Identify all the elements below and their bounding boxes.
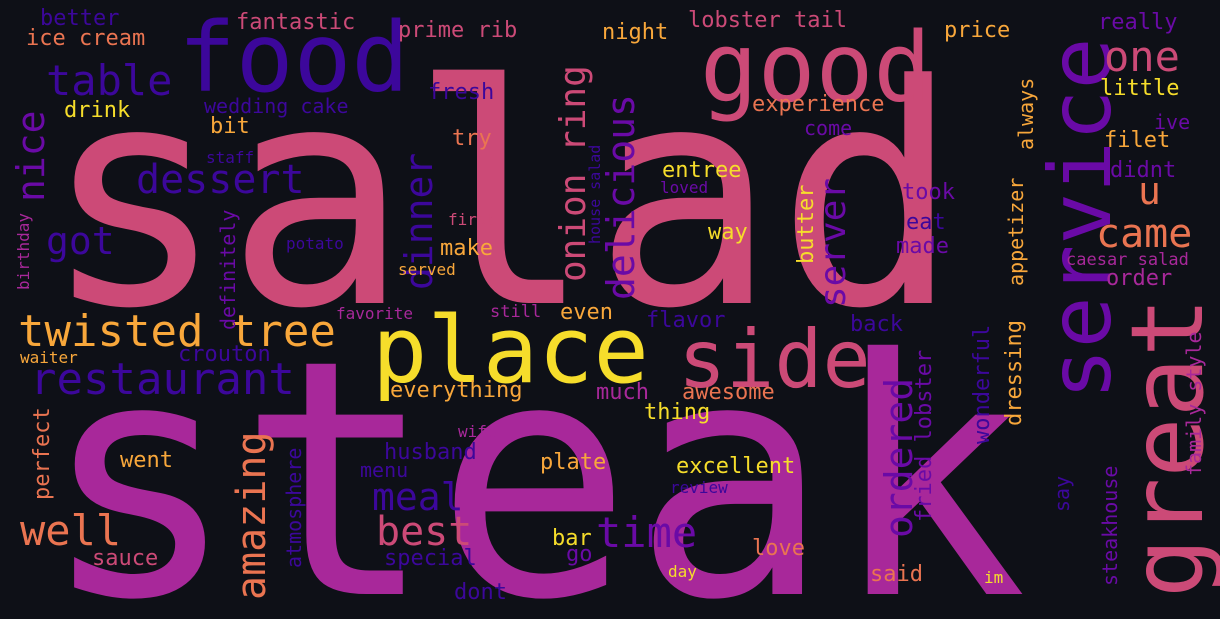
- word-nice: nice: [9, 110, 53, 202]
- word-much: much: [596, 380, 649, 405]
- word-bit: bit: [210, 114, 250, 139]
- word-everything: everything: [390, 378, 523, 403]
- word-wonderful: wonderful: [970, 324, 995, 444]
- word-went: went: [120, 448, 173, 473]
- word-experience: experience: [752, 92, 885, 117]
- word-still: still: [490, 302, 542, 322]
- word-night: night: [602, 20, 669, 45]
- word-way: way: [708, 220, 748, 245]
- word-steakhouse: steakhouse: [1098, 465, 1122, 586]
- word-price: price: [944, 18, 1011, 43]
- word-come: come: [804, 116, 853, 140]
- word-u: u: [1138, 169, 1161, 213]
- word-loved: loved: [660, 178, 709, 197]
- word-staff: staff: [206, 148, 255, 167]
- word-prime-rib: prime rib: [398, 18, 518, 43]
- word-ive: ive: [1154, 110, 1191, 134]
- word-drink: drink: [64, 98, 131, 123]
- word-well: well: [20, 506, 122, 555]
- word-family-style: family style: [1182, 331, 1206, 477]
- word-perfect: perfect: [30, 407, 55, 500]
- word-husband: husband: [384, 440, 477, 465]
- word-thing: thing: [644, 400, 711, 425]
- word-potato: potato: [286, 234, 344, 253]
- word-sauce: sauce: [92, 546, 159, 571]
- word-review: review: [670, 478, 728, 497]
- word-wife: wife: [458, 422, 497, 441]
- word-plate: plate: [540, 450, 607, 475]
- word-waiter: waiter: [20, 348, 78, 367]
- word-served: served: [398, 260, 456, 279]
- word-really: really: [1098, 10, 1178, 35]
- word-butter: butter: [794, 184, 819, 264]
- word-said: said: [870, 562, 923, 587]
- word-took: took: [902, 180, 955, 205]
- word-meal: meal: [372, 475, 464, 519]
- word-first: first: [448, 210, 497, 229]
- word-back: back: [850, 312, 903, 337]
- word-flavor: flavor: [646, 308, 726, 333]
- word-fried-lobster: fried lobster: [912, 349, 937, 522]
- word-love: love: [752, 536, 805, 561]
- word-table: table: [46, 56, 173, 105]
- word-say: say: [1050, 475, 1074, 512]
- word-menu: menu: [360, 458, 409, 482]
- word-definitely: definitely: [216, 209, 240, 330]
- word-place: place: [372, 297, 649, 404]
- word-good: good: [700, 12, 932, 124]
- word-food: food: [178, 2, 410, 114]
- word-make: make: [440, 236, 493, 261]
- word-caesar-salad: caesar salad: [1066, 250, 1189, 270]
- word-crouton: crouton: [178, 342, 271, 367]
- word-wedding-cake: wedding cake: [204, 94, 349, 118]
- word-lobster-tail: lobster tail: [688, 8, 847, 33]
- word-amazing: amazing: [229, 431, 275, 600]
- word-excellent: excellent: [676, 454, 796, 479]
- word-dessert: dessert: [136, 157, 305, 203]
- word-restaurant: restaurant: [30, 354, 295, 405]
- word-salad: salad: [42, 20, 961, 375]
- word-better: better: [40, 6, 120, 31]
- word-side: side: [678, 313, 871, 406]
- word-twisted-tree: twisted tree: [18, 306, 336, 357]
- word-dont: dont: [454, 580, 507, 605]
- word-steak: steak: [40, 291, 1028, 619]
- word-even: even: [560, 300, 613, 325]
- word-dressing: dressing: [1002, 320, 1027, 426]
- word-order: order: [1106, 266, 1173, 291]
- word-delicious: delicious: [599, 94, 643, 300]
- word-awesome: awesome: [682, 380, 775, 405]
- word-little: little: [1100, 76, 1180, 101]
- word-always: always: [1014, 77, 1038, 150]
- word-atmosphere: atmosphere: [282, 447, 306, 568]
- word-im: im: [984, 568, 1004, 587]
- word-didnt: didnt: [1110, 158, 1177, 183]
- word-fantastic: fantastic: [236, 10, 356, 35]
- word-one: one: [1104, 32, 1180, 81]
- word-special: special: [384, 546, 477, 571]
- word-time: time: [596, 508, 698, 557]
- word-fresh: fresh: [428, 80, 495, 105]
- word-go: go: [566, 542, 593, 567]
- word-best: best: [376, 509, 473, 555]
- word-came: came: [1096, 211, 1193, 257]
- word-filet: filet: [1104, 128, 1171, 153]
- word-appetizer: appetizer: [1004, 177, 1028, 286]
- word-house-salad: house salad: [586, 144, 604, 244]
- word-favorite: favorite: [336, 304, 414, 323]
- word-eat: eat: [906, 210, 946, 235]
- word-day: day: [668, 562, 697, 581]
- word-made: made: [896, 234, 949, 259]
- word-birthday: birthday: [14, 212, 33, 290]
- word-try: try: [452, 126, 492, 151]
- word-entree: entree: [662, 158, 742, 183]
- word-bar: bar: [552, 526, 592, 551]
- word-server: server: [813, 177, 854, 308]
- word-got: got: [46, 219, 115, 263]
- word-ice-cream: ice cream: [26, 26, 146, 51]
